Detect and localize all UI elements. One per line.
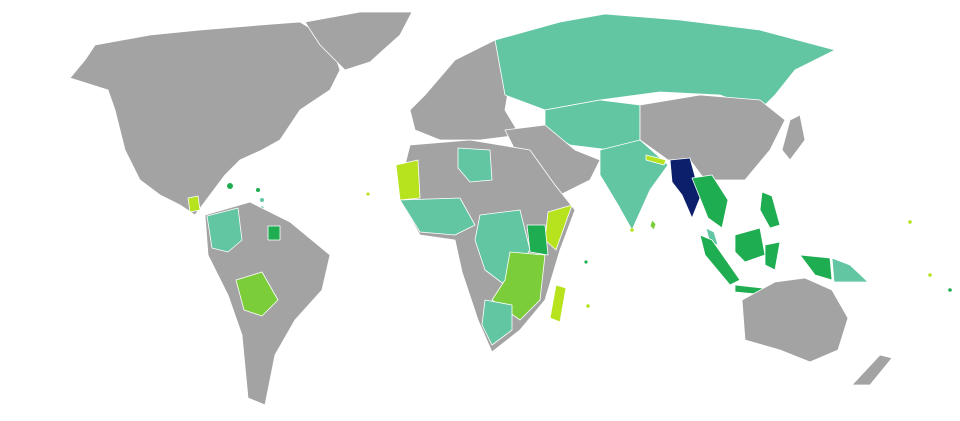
country-suriname [267,225,281,241]
region-north-america [69,21,341,216]
europe-asia [409,13,836,246]
oceania [366,192,952,386]
region-indochina [691,174,729,229]
country-australia [741,277,849,363]
country-somalia [544,204,573,251]
country-japan [781,114,806,161]
country-new-zealand [851,354,893,386]
country-libya [457,147,493,183]
indian-ocean-island [584,260,588,264]
country-bolivia [235,271,279,317]
south-america [204,201,331,406]
country-mauritania [395,159,421,201]
country-papua-new-guinea [831,257,869,283]
caribbean-island [260,198,264,202]
country-malaysia-peninsula [705,227,719,246]
pacific-island [908,220,912,224]
country-myanmar [669,157,701,219]
region-west-africa [399,197,476,236]
pacific-island [948,288,952,292]
country-china [639,94,786,181]
africa [395,139,576,353]
country-new-guinea-west [799,254,833,281]
country-colombia [206,207,243,253]
caribbean-island [256,188,260,192]
atlantic-island [366,192,370,196]
region-east-africa [491,251,546,321]
country-madagascar [549,284,567,323]
country-nicaragua [187,195,201,213]
caribbean-island [227,183,233,189]
country-nepal [645,154,667,166]
country-philippines [759,191,781,229]
country-sumatra [699,234,741,286]
country-russia [494,13,836,111]
country-sulawesi [764,241,781,271]
region-greenland [304,11,413,71]
country-kenya [526,224,549,256]
country-borneo [734,227,766,263]
north-america [69,11,413,216]
pacific-island [928,273,932,277]
region-southern-africa [481,299,513,346]
country-india [599,139,669,231]
indian-ocean-island [586,304,590,308]
indian-ocean-island [630,228,634,232]
country-sri-lanka [649,219,657,231]
